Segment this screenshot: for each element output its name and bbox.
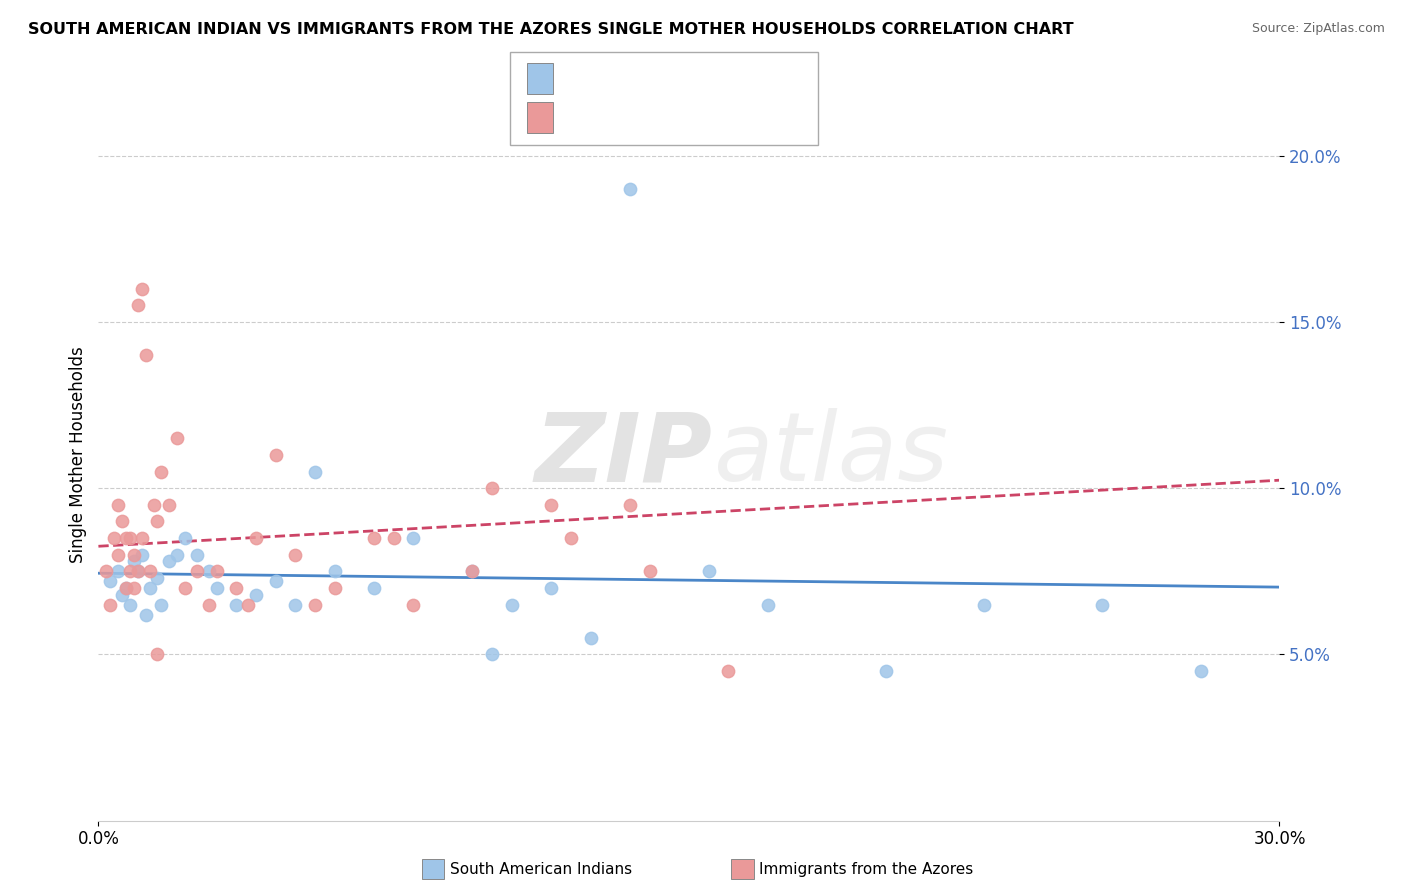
Point (363, 531, 385, 545)
Point (579, 631, 602, 645)
Point (146, 515, 169, 529)
Point (304, 598, 326, 612)
Point (138, 564, 160, 578)
Point (186, 548, 208, 562)
Point (304, 465, 326, 479)
Point (205, 564, 228, 578)
Point (150, 598, 173, 612)
Point (174, 531, 197, 545)
Point (264, 574, 287, 589)
Point (461, 564, 484, 578)
Point (118, 598, 141, 612)
Point (264, 448, 287, 462)
Point (619, 182, 641, 196)
Point (157, 554, 180, 568)
Point (1189, 664, 1212, 678)
Point (127, 564, 149, 578)
Point (111, 588, 134, 602)
Point (96, 564, 118, 578)
Point (756, 598, 779, 612)
Point (115, 581, 138, 595)
Point (382, 531, 405, 545)
Text: R =: R = (564, 71, 602, 86)
Point (98, 574, 121, 589)
Point (127, 298, 149, 312)
Point (103, 531, 125, 545)
Point (481, 481, 503, 495)
Point (284, 598, 307, 612)
Point (98, 598, 121, 612)
Point (638, 564, 661, 578)
Point (540, 581, 562, 595)
Point (402, 598, 425, 612)
Point (135, 348, 157, 362)
Point (131, 282, 153, 296)
Point (142, 498, 165, 512)
Text: 0.123: 0.123 (606, 111, 664, 125)
Point (540, 498, 562, 512)
Point (205, 581, 228, 595)
Text: ZIP: ZIP (534, 409, 713, 501)
Point (363, 581, 385, 595)
Point (122, 554, 145, 568)
Point (236, 598, 259, 612)
Point (115, 531, 138, 545)
Text: Source: ZipAtlas.com: Source: ZipAtlas.com (1251, 22, 1385, 36)
Point (150, 465, 173, 479)
Point (245, 588, 267, 602)
Point (461, 564, 484, 578)
Point (619, 498, 641, 512)
Point (245, 531, 267, 545)
Point (717, 664, 740, 678)
Text: South American Indians: South American Indians (450, 863, 633, 877)
Point (111, 515, 134, 529)
Point (131, 548, 153, 562)
Point (973, 598, 995, 612)
Point (146, 648, 169, 662)
Text: N =: N = (665, 71, 723, 86)
Text: R =: R = (564, 111, 602, 125)
Text: N =: N = (665, 111, 723, 125)
Point (481, 648, 503, 662)
Point (225, 598, 247, 612)
Point (107, 548, 129, 562)
Point (402, 531, 425, 545)
Point (115, 581, 138, 595)
Text: Immigrants from the Azores: Immigrants from the Azores (759, 863, 973, 877)
Text: atlas: atlas (713, 409, 948, 501)
Point (697, 564, 720, 578)
Point (118, 564, 141, 578)
Point (166, 431, 188, 445)
Point (875, 664, 897, 678)
Point (135, 607, 157, 622)
Point (197, 598, 219, 612)
Point (118, 531, 141, 545)
Text: 45: 45 (709, 111, 728, 125)
Point (138, 581, 160, 595)
Point (166, 548, 188, 562)
Point (107, 498, 129, 512)
Point (501, 598, 523, 612)
Text: SOUTH AMERICAN INDIAN VS IMMIGRANTS FROM THE AZORES SINGLE MOTHER HOUSEHOLDS COR: SOUTH AMERICAN INDIAN VS IMMIGRANTS FROM… (28, 22, 1074, 37)
Point (122, 548, 145, 562)
Point (225, 581, 247, 595)
Point (323, 581, 346, 595)
Text: -0.047: -0.047 (606, 71, 664, 86)
Point (174, 581, 197, 595)
Point (157, 498, 180, 512)
Point (127, 564, 149, 578)
Point (122, 581, 145, 595)
Text: 38: 38 (709, 71, 728, 86)
Point (146, 571, 169, 585)
Point (186, 564, 208, 578)
Y-axis label: Single Mother Households: Single Mother Households (69, 347, 87, 563)
Point (1091, 598, 1114, 612)
Point (131, 531, 153, 545)
Point (284, 548, 307, 562)
Point (107, 564, 129, 578)
Point (560, 531, 582, 545)
Point (197, 564, 219, 578)
Point (323, 564, 346, 578)
